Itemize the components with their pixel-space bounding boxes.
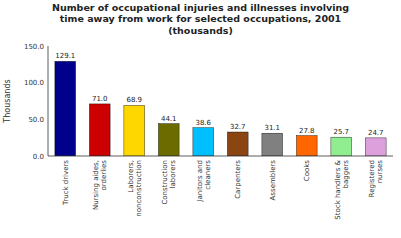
bar (193, 128, 214, 156)
bar (124, 105, 145, 156)
x-ticks: Truck drivers Nursing aides,orderlies Labo… (62, 159, 384, 219)
x-tick-label: Cooks (303, 160, 311, 182)
bar (262, 133, 283, 156)
bar (365, 138, 386, 156)
data-label: 44.1 (161, 115, 177, 123)
x-tick-label: Assemblers (269, 160, 277, 201)
y-tick-label: 0.0 (33, 153, 44, 161)
x-tick-label: Janitors andcleaners (196, 160, 212, 203)
data-label: 24.7 (368, 129, 384, 137)
data-label: 38.6 (195, 119, 211, 127)
title: Number of occupational injuries and illn… (52, 2, 349, 36)
chart-container: Number of occupational injuries and illn… (0, 0, 401, 238)
y-axis-label: Thousands (3, 79, 12, 123)
x-tick-label: Registerednurses (368, 160, 384, 198)
bar (55, 61, 76, 156)
data-labels: 129.1 71.0 68.9 44.1 38.6 32.7 31.1 27.8 25.7 24.… (55, 52, 383, 137)
y-tick-label: 100.0 (24, 79, 44, 87)
x-tick-label: Carpenters (234, 160, 242, 199)
data-label: 129.1 (55, 52, 75, 60)
data-label: 68.9 (126, 96, 142, 104)
bar (89, 104, 110, 156)
x-tick-label: Laborers,nonconstruction (127, 160, 143, 217)
x-tick-label: Stock handlers &baggers (334, 159, 350, 219)
x-tick-label: Truck drivers (62, 160, 70, 206)
x-axis-line (48, 156, 393, 157)
y-ticks: 0.0 50.0 100.0 150.0 (24, 43, 44, 161)
x-tick-label: Nursing aides,orderlies (92, 160, 108, 210)
bar (331, 137, 352, 156)
data-label: 32.7 (230, 123, 246, 131)
data-label: 31.1 (264, 124, 280, 132)
bar (227, 132, 248, 156)
y-tick-label: 150.0 (24, 43, 44, 51)
data-label: 71.0 (92, 95, 108, 103)
y-tick-label: 50.0 (28, 116, 44, 124)
y-axis-line (48, 46, 49, 156)
x-tick-label: Constructionlaborers (161, 160, 177, 205)
data-label: 27.8 (299, 127, 315, 135)
chart: Number of occupational injuries and illn… (0, 0, 401, 238)
bars (55, 61, 386, 156)
data-label: 25.7 (333, 128, 349, 136)
bar (296, 136, 317, 156)
bar (158, 124, 179, 156)
